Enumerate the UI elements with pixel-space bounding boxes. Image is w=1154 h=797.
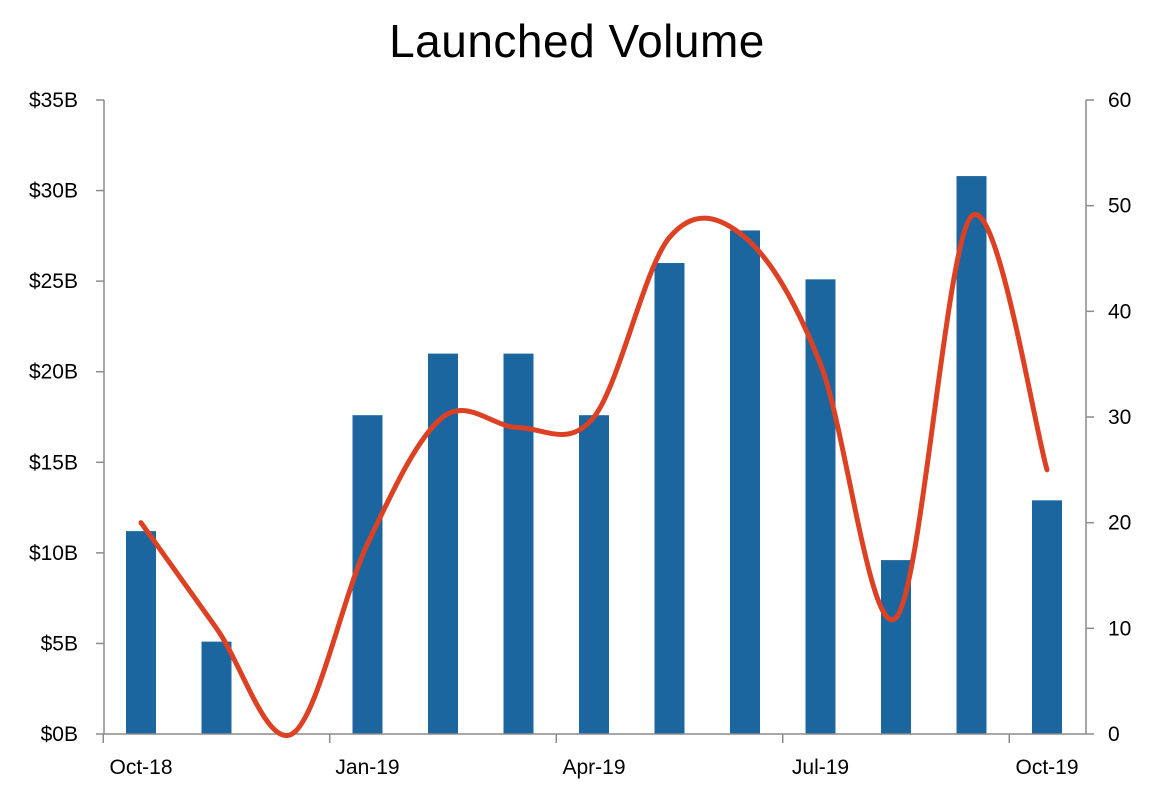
y-left-tick-label: $25B bbox=[29, 270, 78, 293]
x-tick-label: Apr-19 bbox=[562, 756, 625, 779]
bar-May-19 bbox=[654, 263, 685, 734]
chart-title: Launched Volume bbox=[389, 15, 765, 67]
x-tick-label: Oct-19 bbox=[1015, 756, 1078, 779]
x-tick-label: Jan-19 bbox=[335, 756, 399, 779]
bar-Sep-19 bbox=[956, 176, 987, 734]
y-left-tick-label: $10B bbox=[29, 542, 78, 565]
y-left-tick-label: $35B bbox=[29, 89, 78, 112]
axes bbox=[96, 99, 1094, 743]
bar-Oct-18 bbox=[126, 531, 156, 734]
bar-Apr-19 bbox=[579, 415, 609, 734]
y-left-tick-label: $0B bbox=[41, 723, 78, 746]
x-tick-label: Jul-19 bbox=[792, 756, 849, 779]
tick-labels: $0B $5B $10B $15B $20B $25B $30B $35B 0 10 20 30 40 5… bbox=[29, 89, 1131, 779]
y-right-tick-label: 40 bbox=[1108, 300, 1131, 323]
y-left-tick-label: $5B bbox=[41, 632, 78, 655]
bar-Mar-19 bbox=[503, 353, 534, 734]
bar-Jul-19 bbox=[805, 279, 836, 734]
bar-Nov-18 bbox=[201, 641, 232, 734]
y-left-tick-label: $20B bbox=[29, 361, 78, 384]
y-left-tick-label: $15B bbox=[29, 451, 78, 474]
bar-series bbox=[126, 176, 1062, 734]
bar-Jun-19 bbox=[730, 230, 760, 734]
y-right-tick-label: 0 bbox=[1108, 723, 1120, 746]
y-right-tick-label: 20 bbox=[1108, 512, 1131, 535]
y-right-tick-label: 60 bbox=[1108, 89, 1131, 112]
y-right-tick-label: 30 bbox=[1108, 406, 1131, 429]
bar-Oct-19 bbox=[1032, 500, 1062, 734]
line-path bbox=[138, 211, 1050, 738]
line-series bbox=[138, 211, 1050, 738]
y-left-tick-label: $30B bbox=[29, 180, 78, 203]
y-right-tick-label: 50 bbox=[1108, 195, 1131, 218]
y-right-tick-label: 10 bbox=[1108, 617, 1131, 640]
x-tick-label: Oct-18 bbox=[109, 756, 172, 779]
